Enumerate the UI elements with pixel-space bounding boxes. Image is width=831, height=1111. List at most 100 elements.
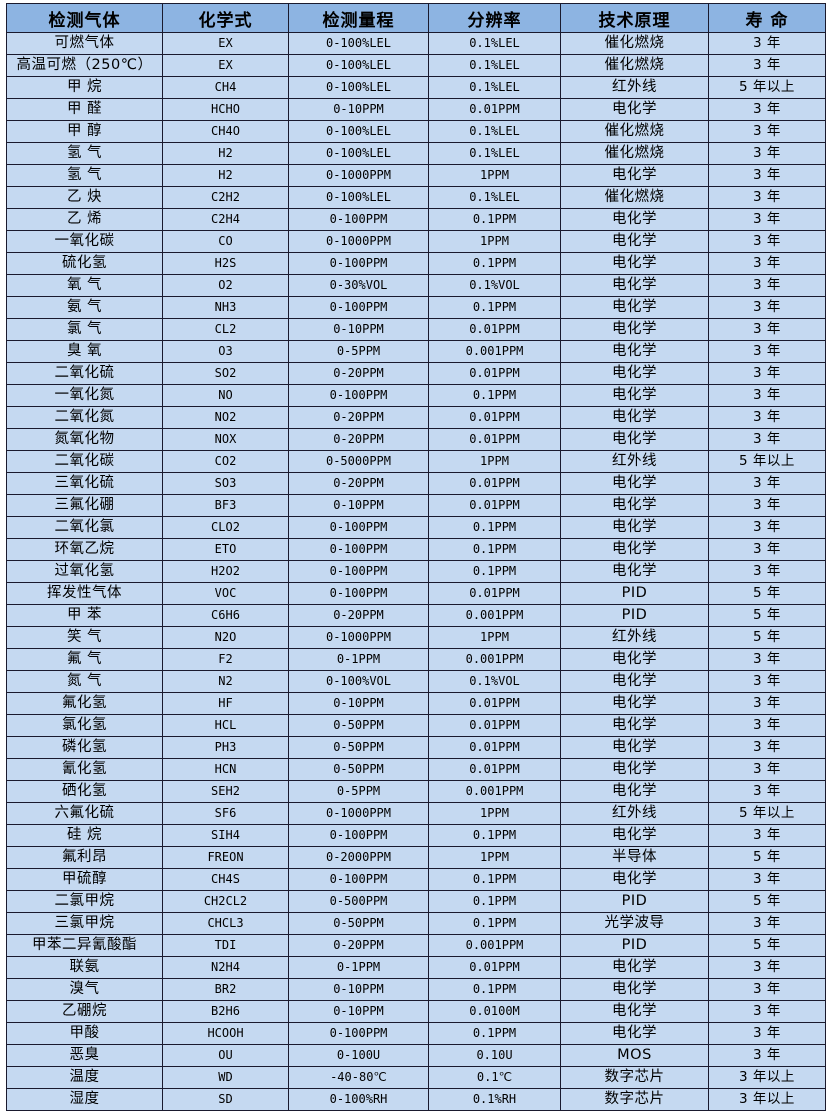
cell-gas: 硅 烷 — [6, 824, 163, 847]
cell-lifespan: 3 年 — [708, 560, 826, 583]
cell-range: 0-5PPM — [288, 340, 429, 363]
table-row: 甲 苯 C6H6 0-20PPM 0.001PPM PID 5 年 — [6, 604, 826, 627]
cell-lifespan: 3 年 — [708, 780, 826, 803]
cell-resolution: 0.01PPM — [428, 714, 561, 737]
cell-resolution: 0.01PPM — [428, 406, 561, 429]
header-row: 检测气体 化学式 检测量程 分辨率 技术原理 寿 命 — [6, 3, 826, 33]
cell-formula: TDI — [162, 934, 289, 957]
cell-formula: SO3 — [162, 472, 289, 495]
cell-resolution: 0.01PPM — [428, 318, 561, 341]
cell-formula: SD — [162, 1088, 289, 1111]
cell-formula: B2H6 — [162, 1000, 289, 1023]
table-row: 二氧化碳 CO2 0-5000PPM 1PPM 红外线 5 年以上 — [6, 450, 826, 473]
cell-technology: 催化燃烧 — [560, 186, 709, 209]
cell-formula: H2 — [162, 142, 289, 165]
table-row: 硅 烷 SIH4 0-100PPM 0.1PPM 电化学 3 年 — [6, 824, 826, 847]
table-row: 甲 醇 CH4O 0-100%LEL 0.1%LEL 催化燃烧 3 年 — [6, 120, 826, 143]
cell-gas: 臭 氧 — [6, 340, 163, 363]
cell-range: 0-100%LEL — [288, 120, 429, 143]
cell-range: 0-100%LEL — [288, 76, 429, 99]
cell-formula: BF3 — [162, 494, 289, 517]
table-row: 氟 气 F2 0-1PPM 0.001PPM 电化学 3 年 — [6, 648, 826, 671]
cell-technology: 电化学 — [560, 516, 709, 539]
cell-gas: 乙 烯 — [6, 208, 163, 231]
cell-technology: 电化学 — [560, 538, 709, 561]
cell-resolution: 0.01PPM — [428, 428, 561, 451]
cell-technology: PID — [560, 582, 709, 605]
cell-formula: H2 — [162, 164, 289, 187]
cell-technology: 电化学 — [560, 868, 709, 891]
cell-lifespan: 5 年 — [708, 934, 826, 957]
cell-gas: 氢 气 — [6, 142, 163, 165]
cell-technology: 数字芯片 — [560, 1088, 709, 1111]
cell-gas: 乙硼烷 — [6, 1000, 163, 1023]
cell-formula: H2S — [162, 252, 289, 275]
cell-lifespan: 3 年 — [708, 230, 826, 253]
cell-technology: 电化学 — [560, 274, 709, 297]
cell-formula: N2 — [162, 670, 289, 693]
cell-technology: 电化学 — [560, 648, 709, 671]
cell-range: 0-20PPM — [288, 406, 429, 429]
cell-lifespan: 3 年 — [708, 120, 826, 143]
cell-gas: 二氧化硫 — [6, 362, 163, 385]
cell-range: 0-100PPM — [288, 516, 429, 539]
cell-lifespan: 3 年 — [708, 186, 826, 209]
cell-lifespan: 3 年 — [708, 340, 826, 363]
cell-formula: C2H4 — [162, 208, 289, 231]
cell-resolution: 0.1%LEL — [428, 186, 561, 209]
cell-formula: SO2 — [162, 362, 289, 385]
table-row: 氧 气 O2 0-30%VOL 0.1%VOL 电化学 3 年 — [6, 274, 826, 297]
cell-range: 0-1000PPM — [288, 802, 429, 825]
cell-lifespan: 3 年 — [708, 384, 826, 407]
cell-technology: 数字芯片 — [560, 1066, 709, 1089]
cell-formula: CO2 — [162, 450, 289, 473]
table-row: 高温可燃（250℃） EX 0-100%LEL 0.1%LEL 催化燃烧 3 年 — [6, 54, 826, 77]
cell-range: 0-10PPM — [288, 494, 429, 517]
cell-range: -40-80℃ — [288, 1066, 429, 1089]
cell-technology: 电化学 — [560, 714, 709, 737]
cell-formula: O2 — [162, 274, 289, 297]
cell-technology: 电化学 — [560, 362, 709, 385]
cell-gas: 氮 气 — [6, 670, 163, 693]
table-row: 笑 气 N2O 0-1000PPM 1PPM 红外线 5 年 — [6, 626, 826, 649]
cell-range: 0-100PPM — [288, 538, 429, 561]
cell-resolution: 0.01PPM — [428, 736, 561, 759]
cell-formula: NH3 — [162, 296, 289, 319]
cell-formula: CH4 — [162, 76, 289, 99]
cell-range: 0-10PPM — [288, 692, 429, 715]
cell-lifespan: 3 年 — [708, 1022, 826, 1045]
cell-resolution: 0.01PPM — [428, 472, 561, 495]
cell-formula: EX — [162, 32, 289, 55]
cell-lifespan: 3 年 — [708, 252, 826, 275]
cell-formula: SEH2 — [162, 780, 289, 803]
cell-formula: BR2 — [162, 978, 289, 1001]
cell-gas: 可燃气体 — [6, 32, 163, 55]
cell-gas: 一氧化氮 — [6, 384, 163, 407]
cell-range: 0-100%LEL — [288, 32, 429, 55]
cell-technology: 催化燃烧 — [560, 120, 709, 143]
cell-resolution: 1PPM — [428, 626, 561, 649]
cell-gas: 三氯甲烷 — [6, 912, 163, 935]
cell-resolution: 0.1PPM — [428, 1022, 561, 1045]
cell-technology: 催化燃烧 — [560, 32, 709, 55]
cell-lifespan: 3 年 — [708, 54, 826, 77]
cell-technology: 电化学 — [560, 428, 709, 451]
cell-technology: 电化学 — [560, 164, 709, 187]
cell-formula: NOX — [162, 428, 289, 451]
cell-lifespan: 5 年 — [708, 582, 826, 605]
table-row: 三氧化硫 SO3 0-20PPM 0.01PPM 电化学 3 年 — [6, 472, 826, 495]
cell-resolution: 0.1%LEL — [428, 120, 561, 143]
cell-formula: CL2 — [162, 318, 289, 341]
table-row: 二氧化氮 NO2 0-20PPM 0.01PPM 电化学 3 年 — [6, 406, 826, 429]
cell-resolution: 0.1%LEL — [428, 76, 561, 99]
cell-technology: PID — [560, 890, 709, 913]
cell-range: 0-100PPM — [288, 560, 429, 583]
cell-resolution: 0.001PPM — [428, 648, 561, 671]
cell-formula: WD — [162, 1066, 289, 1089]
cell-resolution: 0.1%VOL — [428, 670, 561, 693]
table-row: 一氧化氮 NO 0-100PPM 0.1PPM 电化学 3 年 — [6, 384, 826, 407]
cell-lifespan: 3 年 — [708, 978, 826, 1001]
cell-lifespan: 3 年 — [708, 472, 826, 495]
cell-range: 0-5000PPM — [288, 450, 429, 473]
